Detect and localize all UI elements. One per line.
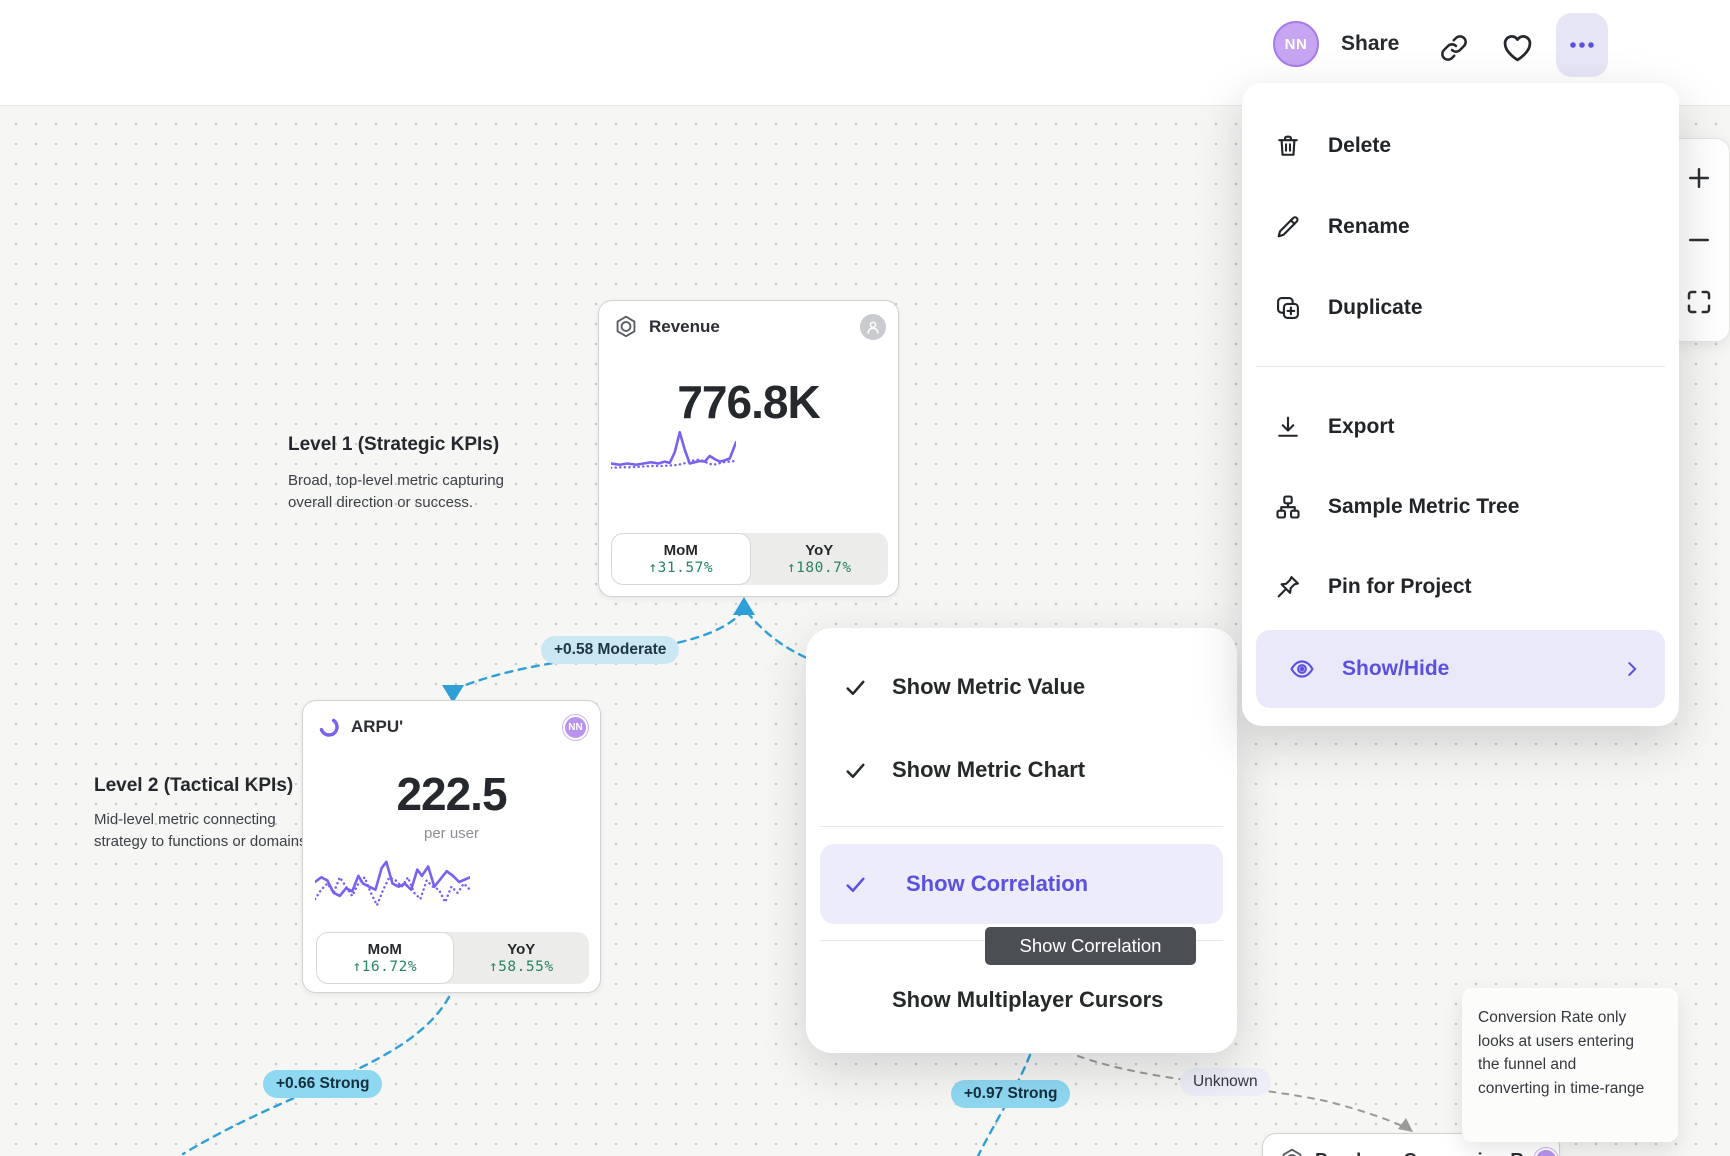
menu-item-sample-metric-tree[interactable]: Sample Metric Tree bbox=[1242, 467, 1679, 547]
zoom-in-button[interactable] bbox=[1684, 163, 1714, 193]
more-menu-button[interactable] bbox=[1556, 13, 1608, 77]
note-line: the funnel and bbox=[1478, 1056, 1577, 1073]
trash-icon bbox=[1274, 132, 1302, 160]
share-button[interactable]: Share bbox=[1341, 32, 1400, 55]
level2-heading: Level 2 (Tactical KPIs) bbox=[94, 775, 294, 796]
mom-value: ↑31.57% bbox=[648, 560, 714, 576]
submenu-item-show-metric-value[interactable]: Show Metric Value bbox=[806, 652, 1237, 722]
collaborator-avatar-icon bbox=[1533, 1148, 1558, 1156]
collaborator-avatar: NN bbox=[563, 714, 588, 740]
level2-body-line: Mid-level metric connecting bbox=[94, 811, 276, 828]
level1-heading: Level 1 (Strategic KPIs) bbox=[288, 434, 500, 455]
fit-view-button[interactable] bbox=[1684, 287, 1714, 317]
mom-value: ↑16.72% bbox=[352, 959, 418, 975]
menu-item-pin-for-project[interactable]: Pin for Project bbox=[1242, 547, 1679, 627]
menu-item-export[interactable]: Export bbox=[1242, 387, 1679, 467]
submenu-item-show-correlation[interactable]: Show Correlation bbox=[820, 844, 1223, 924]
canvas-note[interactable]: Conversion Rate only looks at users ente… bbox=[1462, 988, 1678, 1142]
correlation-badge: +0.58 Moderate bbox=[541, 636, 680, 664]
pin-icon bbox=[1274, 573, 1302, 601]
card-title: Purchase Conversion R bbox=[1315, 1149, 1524, 1156]
download-icon bbox=[1274, 413, 1302, 441]
menu-item-rename[interactable]: Rename bbox=[1242, 187, 1679, 267]
menu-item-label: Export bbox=[1328, 415, 1395, 438]
sparkline-chart bbox=[315, 851, 470, 913]
menu-divider bbox=[1256, 366, 1665, 367]
note-line: Conversion Rate only bbox=[1478, 1009, 1627, 1026]
level1-annotation: Level 1 (Strategic KPIs) Broad, top-leve… bbox=[288, 434, 520, 513]
correlation-badge: +0.66 Strong bbox=[263, 1070, 383, 1098]
yoy-label: YoY bbox=[507, 941, 536, 958]
favorite-heart-icon[interactable] bbox=[1500, 30, 1535, 65]
user-avatar[interactable]: NN bbox=[1273, 21, 1319, 67]
submenu-item-show-metric-chart[interactable]: Show Metric Chart bbox=[806, 735, 1237, 805]
menu-item-label: Pin for Project bbox=[1328, 575, 1472, 598]
card-title: ARPU' bbox=[351, 717, 404, 736]
check-icon bbox=[843, 758, 868, 783]
pencil-icon bbox=[1274, 213, 1302, 241]
level1-body: Broad, top-level metric capturing overal… bbox=[288, 472, 504, 511]
hexagon-metric-icon bbox=[1279, 1147, 1305, 1156]
submenu-item-label: Show Correlation bbox=[906, 871, 1089, 896]
metric-value: 776.8K bbox=[677, 376, 820, 428]
mom-tab[interactable]: MoM ↑31.57% bbox=[611, 533, 751, 585]
sparkline-chart bbox=[611, 426, 736, 476]
yoy-value: ↑180.7% bbox=[786, 560, 852, 576]
yoy-label: YoY bbox=[805, 542, 834, 559]
show-hide-submenu: Show Metric Value Show Metric Chart Show C… bbox=[806, 628, 1237, 1053]
menu-item-delete[interactable]: Delete bbox=[1242, 106, 1679, 186]
chevron-right-icon bbox=[1621, 658, 1643, 680]
menu-item-show-hide[interactable]: Show/Hide bbox=[1256, 630, 1665, 708]
tooltip: Show Correlation bbox=[985, 927, 1196, 965]
mom-tab[interactable]: MoM ↑16.72% bbox=[316, 932, 454, 984]
duplicate-icon bbox=[1274, 294, 1302, 322]
metric-value: 222.5 bbox=[396, 768, 507, 820]
menu-item-label: Show/Hide bbox=[1342, 657, 1450, 680]
menu-item-label: Sample Metric Tree bbox=[1328, 495, 1520, 518]
mom-label: MoM bbox=[663, 542, 698, 559]
note-line: converting in time-range bbox=[1478, 1079, 1645, 1097]
menu-item-label: Rename bbox=[1328, 215, 1410, 238]
yoy-tab[interactable]: YoY ↑180.7% bbox=[751, 533, 889, 585]
zoom-out-button[interactable] bbox=[1684, 225, 1714, 255]
correlation-badge: +0.97 Strong bbox=[951, 1080, 1071, 1108]
check-icon bbox=[843, 675, 868, 700]
menu-item-label: Duplicate bbox=[1328, 296, 1423, 319]
yoy-value: ↑58.55% bbox=[488, 959, 554, 975]
note-line: looks at users entering bbox=[1478, 1032, 1634, 1050]
submenu-item-label: Show Metric Value bbox=[892, 674, 1086, 699]
mom-label: MoM bbox=[367, 941, 402, 958]
check-icon bbox=[843, 872, 868, 897]
submenu-divider bbox=[820, 826, 1223, 827]
menu-item-label: Delete bbox=[1328, 134, 1392, 157]
submenu-item-show-multiplayer-cursors[interactable]: Show Multiplayer Cursors bbox=[806, 965, 1237, 1035]
more-ellipsis-icon bbox=[1570, 42, 1594, 48]
eye-icon bbox=[1288, 655, 1316, 683]
metric-tree-icon bbox=[1274, 493, 1302, 521]
metric-card-arpu[interactable]: ARPU' NN 222.5 per user MoM ↑16.72% YoY … bbox=[302, 700, 601, 993]
metric-unit: per user bbox=[423, 825, 480, 842]
context-menu: Delete Rename Duplicate Export Sample Metric… bbox=[1242, 83, 1679, 726]
submenu-item-label: Show Multiplayer Cursors bbox=[892, 987, 1164, 1012]
yoy-tab[interactable]: YoY ↑58.55% bbox=[454, 932, 590, 984]
card-title: Revenue bbox=[649, 317, 720, 336]
submenu-item-label: Show Metric Chart bbox=[892, 757, 1086, 782]
correlation-badge-unknown: Unknown bbox=[1180, 1068, 1271, 1096]
arc-metric-icon bbox=[317, 715, 341, 739]
metric-card-revenue[interactable]: Revenue 776.8K MoM ↑31.57% YoY ↑180.7% bbox=[598, 300, 899, 597]
menu-item-duplicate[interactable]: Duplicate bbox=[1242, 268, 1679, 348]
level2-annotation: Level 2 (Tactical KPIs) Mid-level metric… bbox=[94, 775, 307, 852]
level2-body-line: strategy to functions or domains bbox=[94, 832, 307, 850]
copy-link-icon[interactable] bbox=[1438, 32, 1470, 64]
collaborator-avatar-icon bbox=[860, 314, 886, 340]
hexagon-metric-icon bbox=[613, 314, 639, 340]
